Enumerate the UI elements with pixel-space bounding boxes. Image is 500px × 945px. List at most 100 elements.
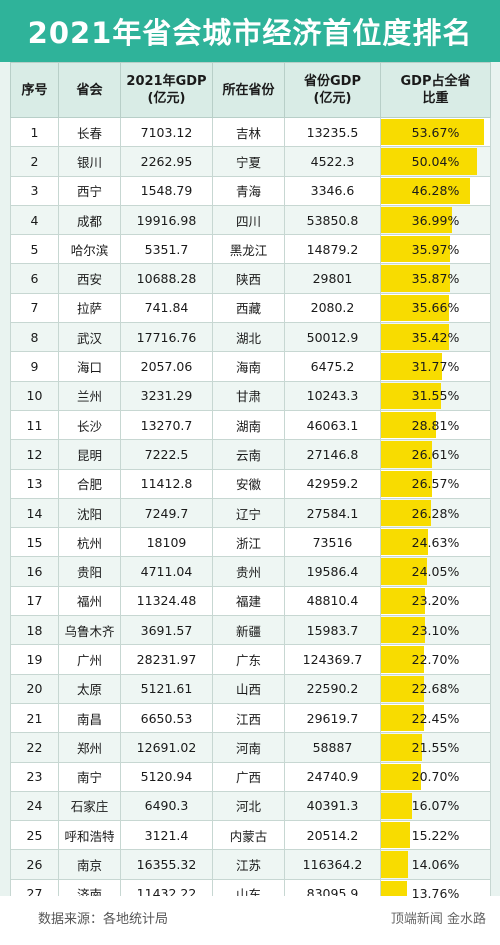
cell-share: 20.70% bbox=[380, 761, 491, 792]
table-row: 2 银川 2262.95 宁夏 4522.3 50.04% bbox=[10, 146, 491, 177]
cell-rank: 23 bbox=[10, 761, 59, 792]
header-prov-gdp-line2: (亿元) bbox=[313, 91, 352, 106]
cell-gdp: 3691.57 bbox=[120, 615, 213, 646]
cell-city: 广州 bbox=[58, 644, 121, 675]
share-label: 26.57% bbox=[411, 476, 460, 492]
cell-share: 22.70% bbox=[380, 644, 491, 675]
cell-share: 35.97% bbox=[380, 234, 491, 265]
share-bar bbox=[381, 558, 427, 585]
cell-prov-gdp: 19586.4 bbox=[284, 556, 381, 587]
cell-city: 银川 bbox=[58, 146, 121, 177]
cell-rank: 6 bbox=[10, 263, 59, 294]
table-row: 7 拉萨 741.84 西藏 2080.2 35.66% bbox=[10, 292, 491, 324]
cell-province: 新疆 bbox=[212, 615, 285, 646]
share-label: 35.87% bbox=[411, 271, 460, 287]
cell-gdp: 13270.7 bbox=[120, 409, 213, 441]
cell-rank: 13 bbox=[10, 468, 59, 499]
header-prov-gdp: 省份GDP (亿元) bbox=[284, 62, 381, 118]
share-bar bbox=[381, 119, 484, 146]
cell-gdp: 11412.8 bbox=[120, 468, 213, 499]
share-label: 35.97% bbox=[411, 241, 460, 257]
cell-prov-gdp: 10243.3 bbox=[284, 380, 381, 411]
cell-province: 安徽 bbox=[212, 468, 285, 499]
cell-city: 长春 bbox=[58, 116, 121, 148]
header-rank: 序号 bbox=[10, 62, 59, 118]
table-row: 8 武汉 17716.76 湖北 50012.9 35.42% bbox=[10, 322, 491, 353]
cell-rank: 16 bbox=[10, 556, 59, 587]
header-share-line2: 比重 bbox=[422, 91, 449, 106]
cell-rank: 12 bbox=[10, 439, 59, 470]
cell-gdp: 5121.61 bbox=[120, 673, 213, 704]
table-row: 6 西安 10688.28 陕西 29801 35.87% bbox=[10, 263, 491, 294]
share-bar bbox=[381, 617, 426, 644]
cell-province: 江苏 bbox=[212, 849, 285, 880]
cell-gdp: 16355.32 bbox=[120, 849, 213, 880]
source-note: 数据来源：各地统计局 bbox=[38, 912, 169, 927]
table-row: 9 海口 2057.06 海南 6475.2 31.77% bbox=[10, 351, 491, 382]
share-label: 35.42% bbox=[411, 329, 460, 345]
share-label: 24.63% bbox=[411, 534, 460, 550]
share-bar bbox=[381, 353, 442, 380]
ranking-table: 序号 省会 2021年GDP (亿元) 所在省份 省份GDP (亿元) GDP占全省… bbox=[10, 62, 491, 910]
cell-province: 河南 bbox=[212, 732, 285, 763]
share-bar bbox=[381, 529, 429, 556]
cell-city: 杭州 bbox=[58, 527, 121, 558]
cell-prov-gdp: 48810.4 bbox=[284, 585, 381, 617]
cell-prov-gdp: 40391.3 bbox=[284, 790, 381, 822]
cell-gdp: 17716.76 bbox=[120, 322, 213, 353]
cell-province: 山西 bbox=[212, 673, 285, 704]
cell-city: 昆明 bbox=[58, 439, 121, 470]
cell-gdp: 7249.7 bbox=[120, 497, 213, 529]
cell-gdp: 1548.79 bbox=[120, 175, 213, 206]
table-row: 25 呼和浩特 3121.4 内蒙古 20514.2 15.22% bbox=[10, 820, 491, 851]
cell-share: 46.28% bbox=[380, 175, 491, 206]
cell-rank: 20 bbox=[10, 673, 59, 704]
cell-share: 53.67% bbox=[380, 116, 491, 148]
cell-share: 23.10% bbox=[380, 615, 491, 646]
cell-city: 石家庄 bbox=[58, 790, 121, 822]
cell-province: 宁夏 bbox=[212, 146, 285, 177]
cell-prov-gdp: 124369.7 bbox=[284, 644, 381, 675]
cell-gdp: 10688.28 bbox=[120, 263, 213, 294]
cell-share: 35.87% bbox=[380, 263, 491, 294]
share-bar bbox=[381, 236, 450, 263]
share-label: 13.76% bbox=[411, 886, 460, 902]
share-bar bbox=[381, 763, 421, 790]
cell-province: 贵州 bbox=[212, 556, 285, 587]
cell-share: 28.81% bbox=[380, 409, 491, 441]
cell-province: 辽宁 bbox=[212, 497, 285, 529]
cell-province: 吉林 bbox=[212, 116, 285, 148]
cell-gdp: 741.84 bbox=[120, 292, 213, 324]
cell-city: 福州 bbox=[58, 585, 121, 617]
cell-prov-gdp: 50012.9 bbox=[284, 322, 381, 353]
cell-share: 31.55% bbox=[380, 380, 491, 411]
header-province: 所在省份 bbox=[212, 62, 285, 118]
cell-province: 广西 bbox=[212, 761, 285, 792]
cell-city: 沈阳 bbox=[58, 497, 121, 529]
cell-prov-gdp: 46063.1 bbox=[284, 409, 381, 441]
header-prov-gdp-line1: 省份GDP bbox=[304, 74, 361, 89]
cell-share: 22.68% bbox=[380, 673, 491, 704]
ranking-table-container: 序号 省会 2021年GDP (亿元) 所在省份 省份GDP (亿元) GDP占全省… bbox=[10, 62, 491, 910]
share-bar bbox=[381, 851, 408, 878]
table-row: 18 乌鲁木齐 3691.57 新疆 15983.7 23.10% bbox=[10, 615, 491, 646]
cell-prov-gdp: 3346.6 bbox=[284, 175, 381, 206]
share-bar bbox=[381, 148, 477, 175]
cell-share: 23.20% bbox=[380, 585, 491, 617]
cell-city: 海口 bbox=[58, 351, 121, 382]
table-row: 10 兰州 3231.29 甘肃 10243.3 31.55% bbox=[10, 380, 491, 411]
share-label: 31.77% bbox=[411, 359, 460, 375]
share-label: 20.70% bbox=[411, 769, 460, 785]
share-bar bbox=[381, 206, 452, 234]
cell-prov-gdp: 116364.2 bbox=[284, 849, 381, 880]
cell-gdp: 3121.4 bbox=[120, 820, 213, 851]
header-share: GDP占全省 比重 bbox=[380, 62, 491, 118]
cell-rank: 15 bbox=[10, 527, 59, 558]
share-label: 14.06% bbox=[411, 857, 460, 873]
cell-share: 26.61% bbox=[380, 439, 491, 470]
table-row: 13 合肥 11412.8 安徽 42959.2 26.57% bbox=[10, 468, 491, 499]
cell-province: 湖南 bbox=[212, 409, 285, 441]
share-bar bbox=[381, 734, 423, 761]
cell-gdp: 7103.12 bbox=[120, 116, 213, 148]
cell-province: 浙江 bbox=[212, 527, 285, 558]
